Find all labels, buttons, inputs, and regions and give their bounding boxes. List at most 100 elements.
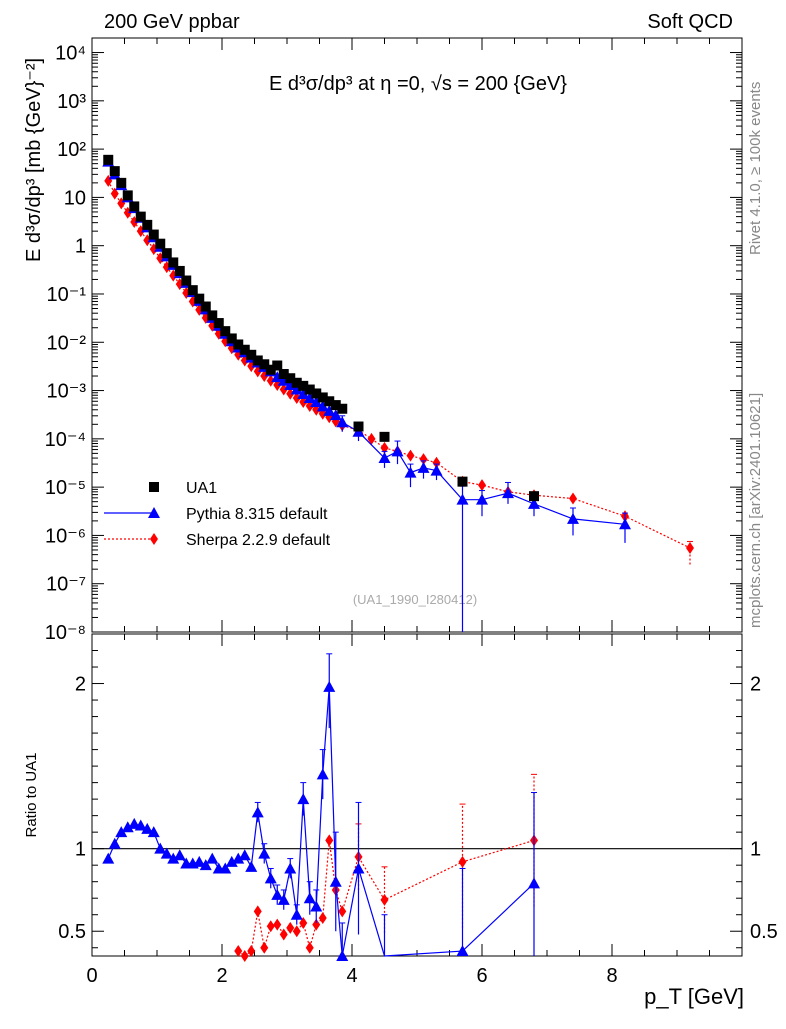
ua1-marker [226, 333, 237, 344]
x-tick-label: 4 [346, 965, 357, 987]
pythia-marker [284, 862, 297, 874]
sherpa-marker [266, 920, 275, 933]
pythia-marker [476, 493, 488, 505]
pythia-marker [352, 862, 365, 874]
pythia-marker [199, 859, 212, 871]
y-tick-label: 10⁻⁸ [45, 622, 86, 644]
sherpa-marker [367, 432, 376, 445]
ua1-marker [122, 190, 133, 201]
pythia-marker [264, 872, 277, 884]
pythia-marker [417, 461, 430, 473]
ratio-y-axis-label: Ratio to UA1 [23, 752, 40, 837]
pythia-marker [316, 768, 329, 780]
pythia-marker [154, 842, 167, 854]
ua1-marker [187, 285, 198, 296]
mcplots-label: mcplots.cern.ch [arXiv:2401.10621] [747, 393, 764, 628]
pythia-marker [141, 822, 154, 834]
pythia-marker [323, 680, 336, 692]
ua1-marker [129, 201, 140, 212]
ua1-marker [246, 349, 257, 360]
sherpa-marker [432, 456, 441, 469]
header-left: 200 GeV ppbar [104, 11, 240, 33]
pythia-marker [115, 826, 128, 838]
pythia-marker [238, 849, 251, 861]
ua1-marker [291, 377, 302, 388]
ua1-marker [109, 166, 120, 177]
pythia-marker [258, 847, 271, 859]
pythia-marker [404, 466, 417, 478]
pythia-marker [193, 855, 206, 867]
pythia-marker [456, 493, 469, 505]
ua1-marker [148, 229, 159, 240]
main-plot-title: E d³σ/dp³ at η =0, √s = 200 {GeV} [269, 73, 567, 95]
sherpa-marker [292, 925, 301, 938]
sherpa-marker [279, 928, 288, 941]
pythia-marker [102, 852, 115, 864]
sherpa-marker [569, 492, 577, 505]
sherpa-marker [286, 387, 295, 400]
pythia-marker [251, 806, 264, 818]
pythia-marker [134, 819, 147, 831]
sherpa-marker [299, 395, 308, 408]
ua1-marker [285, 373, 296, 384]
pythia-marker [502, 487, 514, 499]
rivet-label: Rivet 4.1.0, ≥ 100k events [747, 82, 764, 255]
pythia-marker [121, 821, 134, 833]
pythia-marker [290, 908, 303, 920]
pythia-marker [297, 387, 310, 399]
pythia-marker [329, 409, 342, 421]
pythia-marker [225, 855, 238, 867]
pythia-line [107, 161, 626, 525]
sherpa-marker [260, 941, 269, 954]
legend-label-ua1: UA1 [186, 480, 217, 497]
sherpa-marker [253, 905, 262, 918]
ua1-marker [194, 293, 205, 304]
ua1-marker [353, 421, 364, 432]
legend-marker-pythia [148, 507, 160, 518]
pythia-marker [456, 945, 469, 957]
pythia-marker [391, 445, 404, 457]
x-tick-label: 2 [216, 965, 227, 987]
main-y-axis-label: E d³σ/dp³ [mb {GeV}⁻²] [23, 58, 45, 262]
sherpa-marker [325, 834, 334, 847]
pythia-marker [329, 875, 342, 887]
pythia-marker [271, 371, 284, 383]
pythia-marker [219, 862, 232, 874]
pythia-marker [303, 392, 316, 404]
sherpa-marker [273, 918, 282, 931]
ua1-marker [233, 339, 244, 350]
ua1-marker [317, 392, 328, 403]
ratio-y-tick-label: 1 [75, 839, 86, 861]
ua1-marker [278, 369, 289, 380]
ua1-marker [220, 326, 231, 337]
ratio-y-tick-label-right: 1 [750, 839, 761, 861]
ratio-plot: 0 2 4 6 8 0.5 0.5 1 1 2 2 [58, 633, 778, 987]
pythia-marker [619, 518, 631, 530]
sherpa-marker [292, 392, 301, 405]
ua1-marker [155, 238, 166, 249]
sherpa-marker [419, 453, 428, 466]
y-tick-label: 10⁻³ [47, 381, 87, 403]
ratio-y-tick-label: 0.5 [58, 921, 86, 943]
legend-label-sherpa: Sherpa 2.2.9 default [186, 532, 331, 549]
ua1-marker [330, 400, 341, 411]
pythia-marker [316, 400, 329, 412]
pythia-marker [567, 512, 579, 524]
sherpa-marker [299, 916, 308, 929]
pythia-marker [277, 893, 290, 905]
pythia-marker [108, 837, 121, 849]
ua1-marker [337, 403, 348, 414]
sherpa-marker [312, 918, 321, 931]
pythia-marker [160, 847, 173, 859]
ua1-marker [272, 360, 283, 371]
ua1-marker [239, 344, 250, 355]
y-tick-label: 10⁻² [47, 332, 87, 354]
ua1-marker [379, 431, 390, 442]
pythia-marker [430, 464, 443, 476]
pythia-marker [310, 395, 323, 407]
ua1-marker [457, 476, 468, 487]
ua1-marker [213, 318, 224, 329]
sherpa-marker [110, 187, 119, 200]
y-tick-label: 10⁻⁷ [46, 574, 86, 596]
